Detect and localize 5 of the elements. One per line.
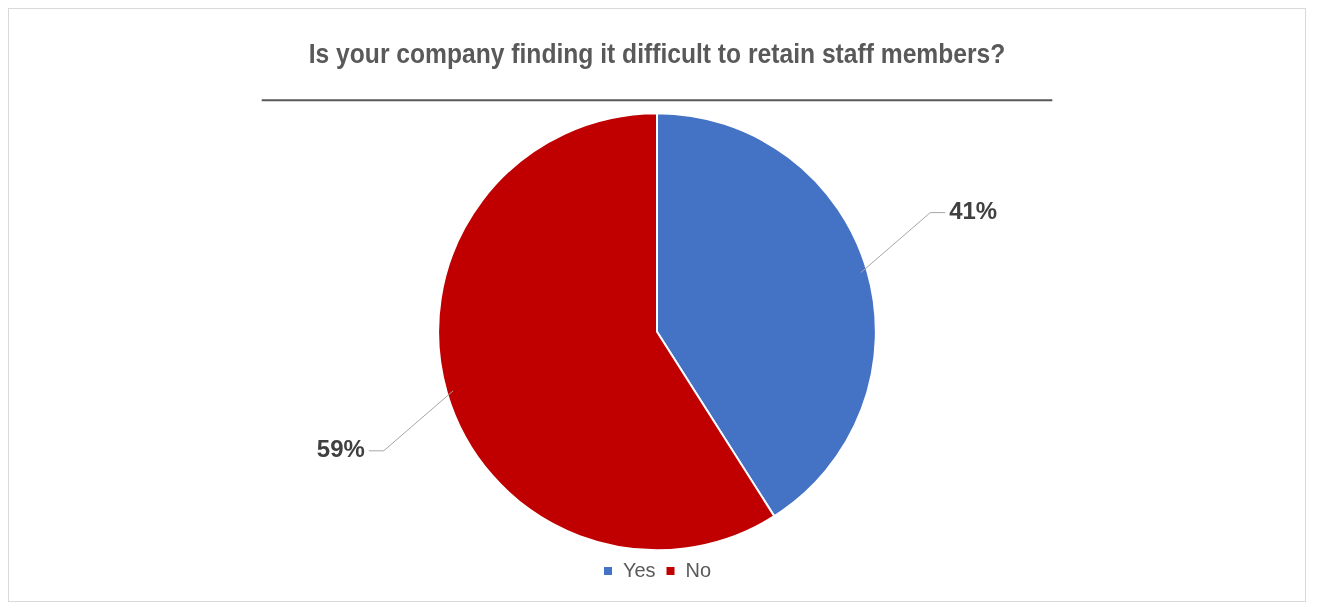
chart-title: Is your company finding it difficult to retain staff members? [308, 37, 1006, 70]
legend-label: No [685, 558, 712, 581]
data-label: 41% [949, 197, 998, 225]
data-label: 59% [316, 435, 365, 463]
legend-label: Yes [622, 558, 656, 581]
